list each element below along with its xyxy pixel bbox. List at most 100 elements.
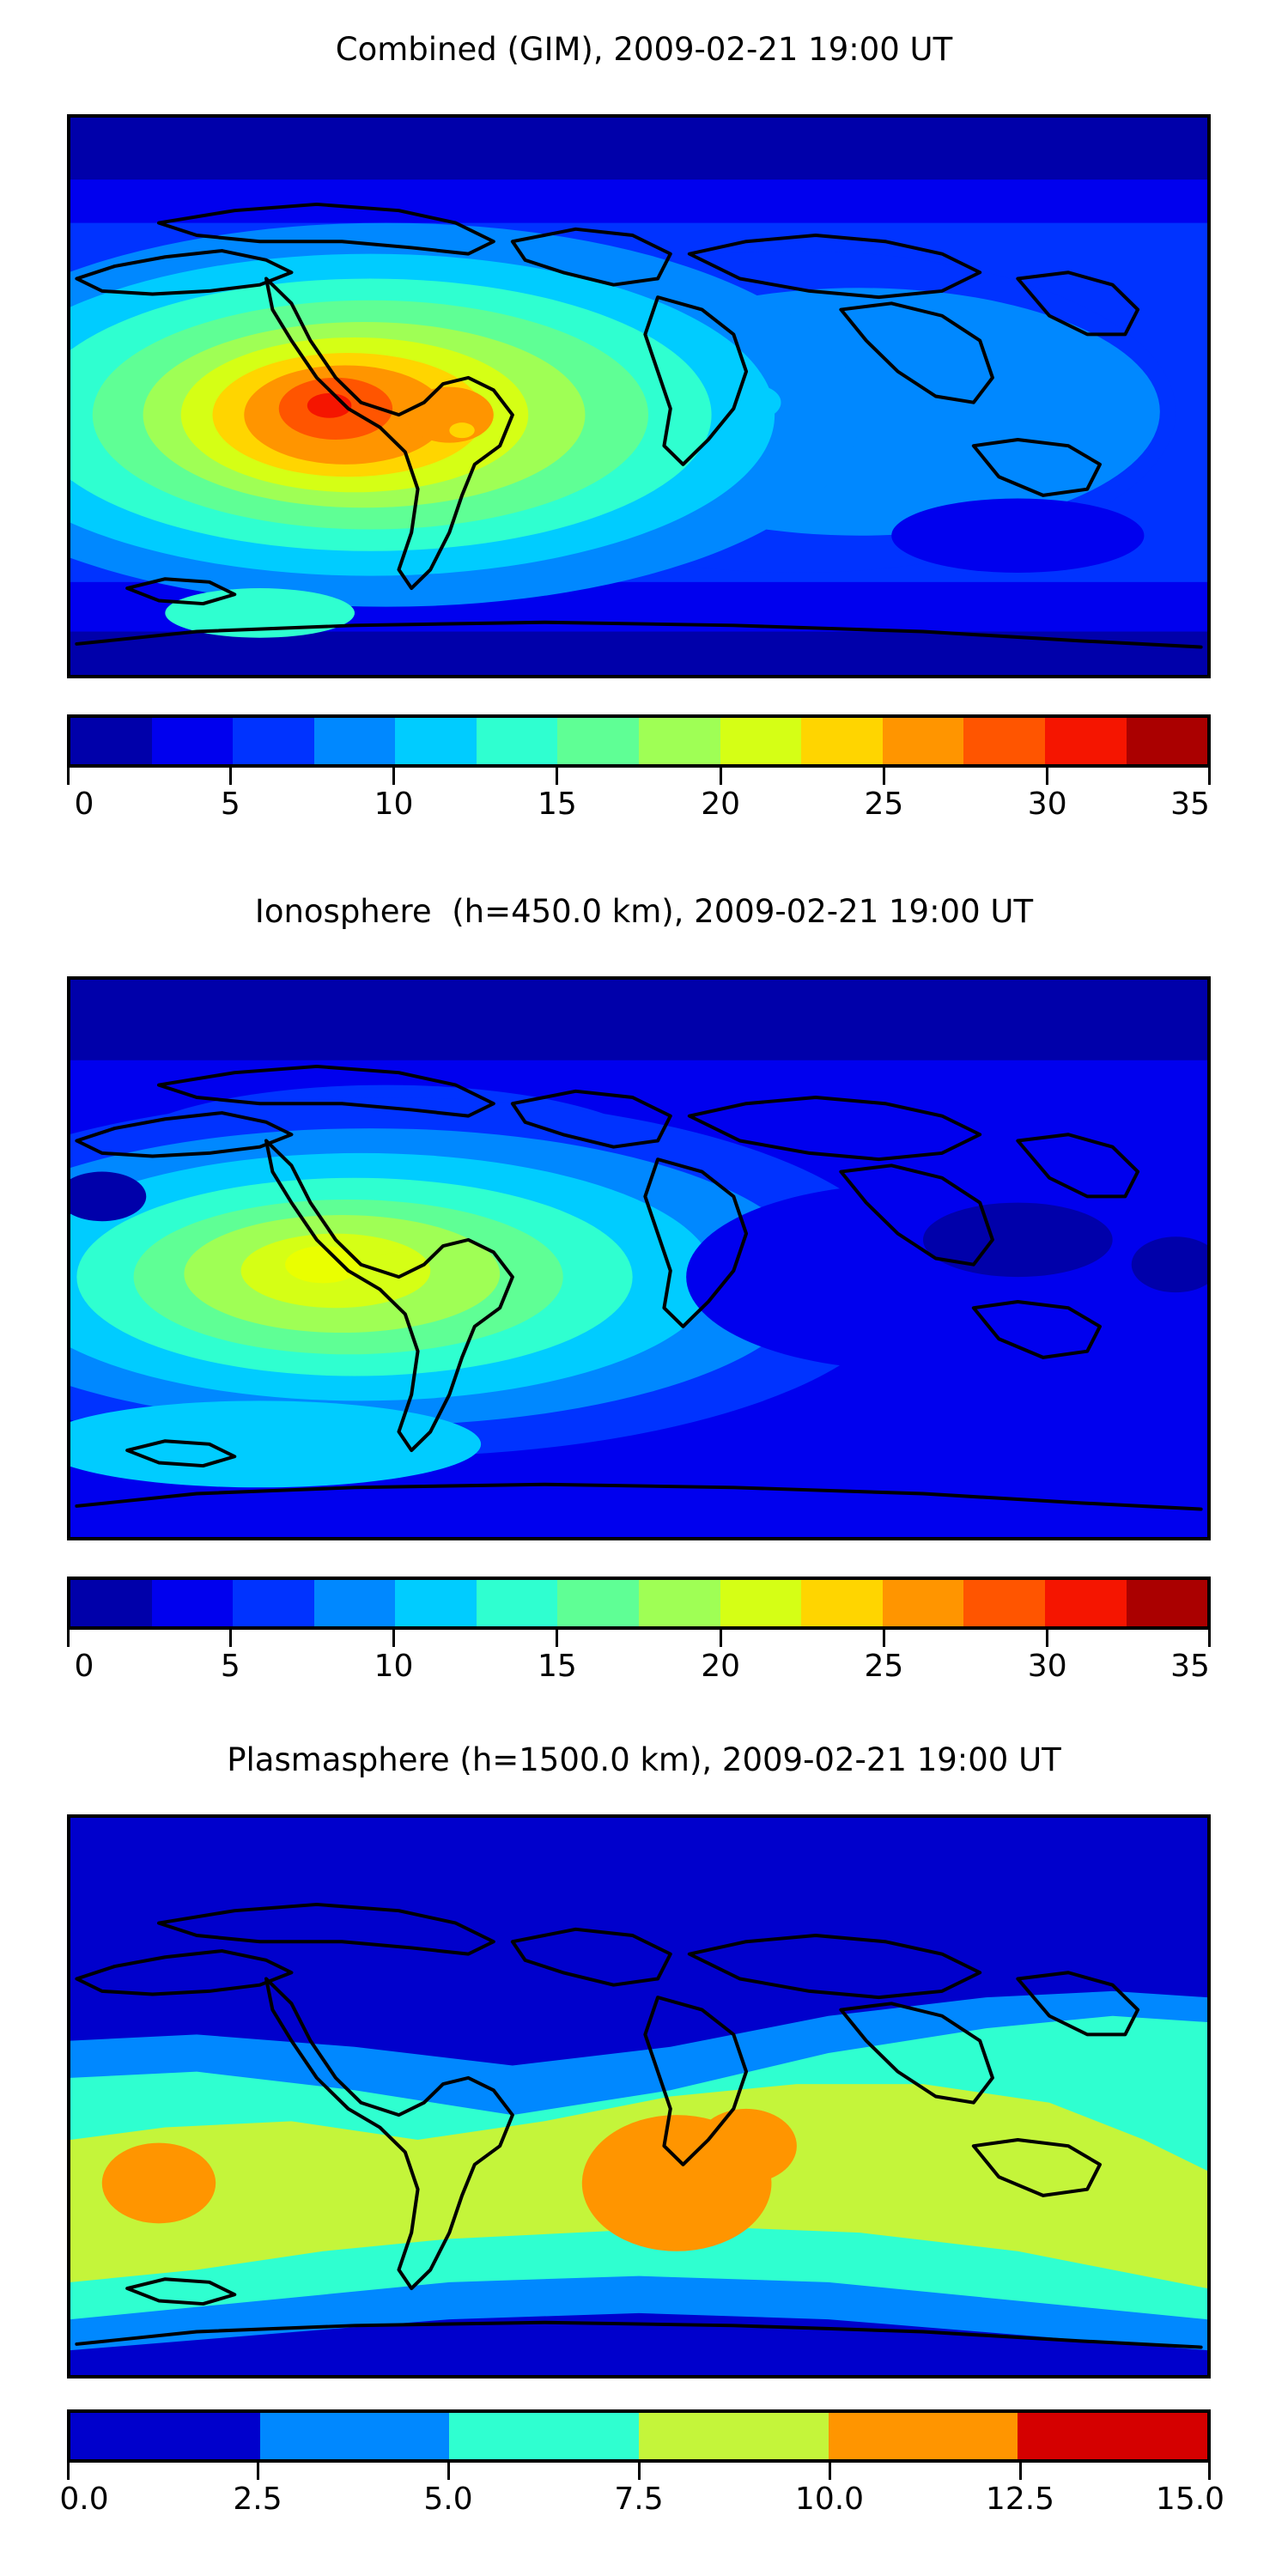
colorbar-segment <box>963 718 1045 764</box>
colorbar-tick <box>1046 1630 1049 1647</box>
colorbar-tick <box>556 768 559 785</box>
map-plasmasphere <box>67 1814 1211 2379</box>
colorbar-segment <box>801 718 883 764</box>
colorbar-tick <box>637 2463 641 2480</box>
colorbar-segment <box>476 718 558 764</box>
colorbar-tick <box>719 1630 722 1647</box>
colorbar-segment <box>720 718 802 764</box>
colorbar-segment <box>882 1580 964 1626</box>
colorbar-segment <box>828 2413 1018 2459</box>
coastlines <box>75 202 1203 649</box>
colorbar-segment <box>70 718 152 764</box>
colorbar-segment <box>639 718 720 764</box>
colorbar-tick <box>1208 1630 1211 1647</box>
colorbar-ionosphere-ticks <box>67 1630 1211 1649</box>
colorbar-tick-label: 12.5 <box>985 2482 1055 2517</box>
colorbar-segment <box>233 718 314 764</box>
map-inner <box>70 1818 1207 2375</box>
colorbar-plasmasphere: 0.0 2.5 5.0 7.5 10.0 12.5 15.0 <box>59 2409 1224 2521</box>
colorbar-tick <box>67 2463 70 2480</box>
colorbar-segment <box>233 1580 314 1626</box>
colorbar-tick <box>882 768 885 785</box>
colorbar-tick-label: 0.0 <box>59 2482 109 2517</box>
colorbar-tick <box>1046 768 1049 785</box>
colorbar-tick-label: 20 <box>701 1649 741 1684</box>
colorbar-ionosphere-bar[interactable] <box>67 1577 1211 1630</box>
colorbar-tick-label: 30 <box>1027 1649 1067 1684</box>
colorbar-segment <box>720 1580 802 1626</box>
colorbar-segment <box>70 2413 260 2459</box>
colorbar-segment <box>449 2413 640 2459</box>
colorbar-segment <box>70 1580 152 1626</box>
colorbar-tick-label: 5.0 <box>423 2482 473 2517</box>
colorbar-segment <box>801 1580 883 1626</box>
colorbar-tick <box>228 768 232 785</box>
colorbar-segment <box>313 718 396 764</box>
colorbar-segment <box>963 1580 1045 1626</box>
colorbar-tick <box>828 2463 831 2480</box>
colorbar-tick-label: 2.5 <box>233 2482 283 2517</box>
coastlines <box>75 1902 1203 2349</box>
panel-title-ionosphere: Ionosphere (h=450.0 km), 2009-02-21 19:0… <box>254 893 1034 930</box>
colorbar-plasmasphere-bar[interactable] <box>67 2409 1211 2463</box>
colorbar-tick-label: 0 <box>74 1649 94 1684</box>
panel-title-combined: Combined (GIM), 2009-02-21 19:00 UT <box>335 31 953 68</box>
colorbar-segment <box>639 1580 720 1626</box>
colorbar-tick <box>392 768 396 785</box>
colorbar-ionosphere-labels: 0 5 10 15 20 25 30 35 <box>67 1649 1211 1688</box>
colorbar-tick-label: 20 <box>701 787 741 822</box>
colorbar-segment <box>151 718 234 764</box>
colorbar-tick-label: 0 <box>74 787 94 822</box>
contour-field-combined <box>70 118 1207 675</box>
colorbar-tick-label: 7.5 <box>614 2482 664 2517</box>
colorbar-segment <box>476 1580 558 1626</box>
colorbar-tick-label: 30 <box>1027 787 1067 822</box>
colorbar-tick-label: 25 <box>864 1649 904 1684</box>
colorbar-tick <box>392 1630 396 1647</box>
colorbar-segment <box>639 2413 829 2459</box>
colorbar-tick-label: 10 <box>374 787 414 822</box>
colorbar-plasmasphere-labels: 0.0 2.5 5.0 7.5 10.0 12.5 15.0 <box>59 2482 1224 2521</box>
colorbar-tick <box>1208 2463 1211 2480</box>
colorbar-segment <box>151 1580 234 1626</box>
contour-field-ionosphere <box>70 980 1207 1537</box>
colorbar-segment <box>1044 1580 1127 1626</box>
colorbar-tick-label: 15.0 <box>1155 2482 1225 2517</box>
colorbar-tick-label: 25 <box>864 787 904 822</box>
colorbar-combined-bar[interactable] <box>67 714 1211 768</box>
colorbar-tick <box>719 768 722 785</box>
colorbar-tick-label: 10.0 <box>794 2482 865 2517</box>
colorbar-tick <box>228 1630 232 1647</box>
colorbar-segment <box>395 1580 477 1626</box>
map-combined-gim <box>67 114 1211 678</box>
colorbar-tick <box>882 1630 885 1647</box>
colorbar-tick <box>447 2463 450 2480</box>
colorbar-tick-label: 35 <box>1170 787 1210 822</box>
colorbar-tick-label: 10 <box>374 1649 414 1684</box>
colorbar-segment <box>313 1580 396 1626</box>
map-inner <box>70 118 1207 675</box>
colorbar-ionosphere: 0 5 10 15 20 25 30 35 <box>67 1577 1211 1688</box>
colorbar-segment <box>557 1580 640 1626</box>
colorbar-combined-labels: 0 5 10 15 20 25 30 35 <box>67 787 1211 826</box>
colorbar-tick-label: 15 <box>537 787 577 822</box>
map-inner <box>70 980 1207 1537</box>
colorbar-segment <box>557 718 640 764</box>
colorbar-segment <box>1018 2413 1208 2459</box>
colorbar-combined: 0 5 10 15 20 25 30 35 <box>67 714 1211 826</box>
colorbar-segment <box>259 2413 450 2459</box>
colorbar-segment <box>395 718 477 764</box>
coastlines <box>75 1064 1203 1511</box>
colorbar-combined-ticks <box>67 768 1211 787</box>
colorbar-tick-label: 5 <box>220 787 240 822</box>
map-ionosphere <box>67 976 1211 1540</box>
panel-title-plasmasphere: Plasmasphere (h=1500.0 km), 2009-02-21 1… <box>227 1741 1061 1778</box>
colorbar-tick <box>67 768 70 785</box>
colorbar-segment <box>1126 1580 1208 1626</box>
colorbar-tick <box>67 1630 70 1647</box>
colorbar-segment <box>882 718 964 764</box>
colorbar-segment <box>1126 718 1208 764</box>
contour-field-plasmasphere <box>70 1818 1207 2375</box>
colorbar-tick-label: 15 <box>537 1649 577 1684</box>
